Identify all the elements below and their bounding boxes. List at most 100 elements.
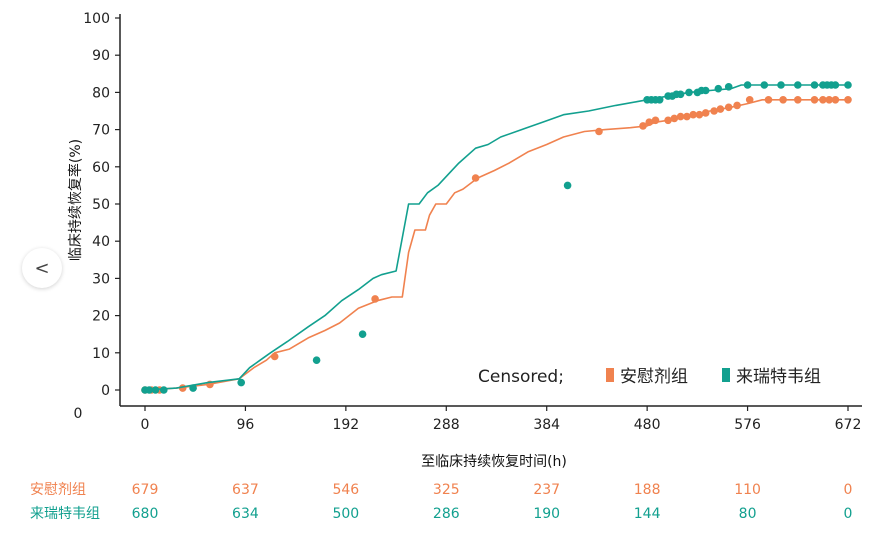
censored-point — [151, 386, 160, 394]
series-layer — [141, 81, 852, 394]
series-line — [144, 84, 848, 391]
risk-value: 110 — [734, 482, 761, 498]
censored-point — [831, 96, 840, 104]
risk-table: 安慰剂组 679 637 546 325 237 188 110 0 来瑞特韦组 680 634 500… — [30, 481, 852, 522]
censored-point — [160, 386, 168, 394]
x-tick-label: 0 — [141, 417, 150, 433]
censored-point — [685, 88, 693, 97]
risk-row-label: 来瑞特韦组 — [30, 506, 100, 522]
x-tick-label: 384 — [533, 417, 560, 433]
censored-point — [714, 84, 723, 93]
censored-point — [471, 174, 480, 182]
risk-value: 0 — [844, 482, 853, 498]
y-tick-label: 90 — [92, 48, 110, 64]
censored-point — [664, 116, 672, 125]
censored-point — [716, 105, 725, 113]
risk-value: 546 — [332, 482, 359, 498]
y-tick-label: 70 — [92, 123, 110, 139]
risk-value: 80 — [739, 506, 757, 522]
x-tick-label: 672 — [835, 417, 862, 433]
risk-value: 0 — [844, 506, 853, 522]
censored-point — [745, 96, 754, 104]
censored-point — [655, 96, 664, 104]
censored-point — [595, 127, 603, 136]
risk-value: 679 — [132, 482, 159, 498]
censored-point — [760, 81, 769, 89]
risk-value: 144 — [634, 506, 661, 522]
x-tick-label: 288 — [433, 417, 460, 433]
censored-point — [676, 90, 685, 99]
x-tick-label: 96 — [237, 417, 255, 433]
y-axis-title: 临床持续恢复率(%) — [67, 139, 84, 261]
y-tick-label: 40 — [92, 234, 110, 250]
origin-label: 0 — [74, 406, 83, 422]
censored-point — [371, 295, 379, 303]
legend-prefix: Censored; — [478, 367, 564, 387]
y-tick-label: 50 — [92, 197, 110, 213]
censored-point — [270, 352, 279, 361]
x-axis-title: 至临床持续恢复时间(h) — [421, 453, 567, 470]
censored-point — [844, 81, 852, 89]
censored-point — [777, 81, 785, 89]
censored-point — [701, 109, 710, 117]
x-tick-label: 480 — [634, 417, 661, 433]
legend: Censored; 安慰剂组 来瑞特韦组 — [478, 367, 821, 387]
risk-row-label: 安慰剂组 — [30, 481, 86, 498]
censored-point — [683, 112, 691, 121]
censored-point — [358, 330, 367, 339]
censored-point — [651, 116, 660, 125]
series-0 — [141, 96, 852, 394]
legend-label: 安慰剂组 — [620, 367, 688, 387]
y-tick-label: 0 — [101, 383, 110, 399]
y-tick-label: 60 — [92, 160, 110, 176]
censored-point — [831, 81, 840, 89]
series-1 — [141, 81, 852, 394]
censored-point — [710, 107, 718, 115]
risk-value: 188 — [634, 482, 661, 498]
legend-swatch — [606, 368, 614, 382]
censored-point — [724, 103, 733, 112]
risk-value: 500 — [332, 506, 359, 522]
censored-point — [819, 96, 827, 104]
censored-point — [764, 96, 773, 104]
series-line — [144, 99, 848, 391]
censored-point — [844, 96, 852, 104]
back-button[interactable]: < — [22, 248, 62, 288]
censored-point — [701, 86, 710, 95]
censored-point — [645, 118, 653, 126]
risk-value: 190 — [533, 506, 560, 522]
risk-value: 286 — [433, 506, 460, 522]
censored-point — [794, 96, 802, 104]
y-tick-label: 30 — [92, 271, 110, 287]
censored-point — [676, 112, 685, 121]
risk-value: 634 — [232, 506, 259, 522]
censored-point — [724, 83, 733, 91]
censored-point — [237, 378, 245, 387]
censored-point — [810, 96, 819, 104]
x-tick-label: 576 — [734, 417, 761, 433]
risk-value: 237 — [533, 482, 560, 498]
censored-point — [639, 122, 647, 130]
risk-value: 637 — [232, 482, 259, 498]
censored-point — [689, 110, 697, 119]
y-tick-label: 20 — [92, 309, 110, 325]
risk-value: 325 — [433, 482, 460, 498]
censored-point — [743, 81, 752, 89]
censored-point — [145, 386, 153, 394]
legend-label: 来瑞特韦组 — [736, 367, 821, 387]
chevron-left-icon: < — [34, 257, 50, 279]
axes: 0 10 20 30 40 50 60 70 80 90 100 0 0 96 192 288 384 480 57… — [67, 11, 862, 470]
censored-point — [733, 101, 741, 110]
y-tick-label: 100 — [83, 11, 110, 27]
censored-point — [670, 114, 679, 123]
censored-point — [794, 81, 802, 89]
censored-point — [312, 356, 321, 365]
censored-point — [695, 110, 704, 119]
censored-point — [810, 81, 819, 89]
risk-value: 680 — [132, 506, 159, 522]
legend-swatch — [722, 368, 730, 382]
censored-point — [779, 96, 787, 104]
x-tick-label: 192 — [332, 417, 359, 433]
y-tick-label: 80 — [92, 85, 110, 101]
